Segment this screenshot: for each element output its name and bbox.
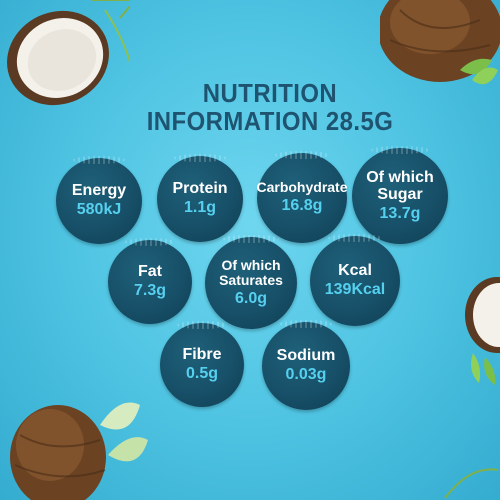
nutrient-sodium: Sodium 0.03g <box>262 320 350 410</box>
nutrient-carbohydrate: Carbohydrate 16.8g <box>256 151 348 243</box>
nutrient-kcal: Kcal 139Kcal <box>310 234 400 326</box>
nutrient-value: 7.3g <box>133 282 166 299</box>
nutrient-value: 0.03g <box>285 366 327 383</box>
page-title-line-2: INFORMATION 28.5G <box>146 106 394 136</box>
whole-coconut-image <box>380 0 500 85</box>
nutrient-label: Protein <box>172 180 228 197</box>
nutrient-label-line-2: Saturates <box>219 271 283 288</box>
nutrient-label-line-2: Sugar <box>377 185 423 203</box>
nutrient-label-line-1: Of which <box>221 256 281 273</box>
nutrient-fibre: Fibre 0.5g <box>160 321 244 407</box>
coconut-half-image <box>7 0 130 106</box>
page-title-line-1: NUTRITION <box>202 78 338 108</box>
nutrient-label: Carbohydrate <box>256 179 348 195</box>
nutrient-value: 139Kcal <box>324 281 386 298</box>
nutrient-fat: Fat 7.3g <box>108 238 192 324</box>
nutrient-value: 6.0g <box>234 289 267 307</box>
nutrient-value: 16.8g <box>281 197 323 214</box>
nutrient-label: Sodium <box>276 347 336 364</box>
coconut-half-image <box>465 277 500 385</box>
nutrient-energy: Energy 580kJ <box>56 156 142 244</box>
nutrient-label-line-1: Of which <box>366 168 434 186</box>
leaf-image <box>444 468 499 499</box>
nutrient-label: Energy <box>71 182 127 199</box>
nutrient-sugar: Of which Sugar 13.7g <box>352 146 448 244</box>
nutrient-label: Kcal <box>338 262 372 279</box>
nutrient-value: 13.7g <box>379 204 421 222</box>
nutrient-value: 580kJ <box>76 201 122 218</box>
nutrient-saturates: Of which Saturates 6.0g <box>205 235 297 329</box>
nutrient-label: Fat <box>138 263 162 280</box>
nutrient-label: Fibre <box>182 346 222 363</box>
nutrient-protein: Protein 1.1g <box>157 154 243 242</box>
nutrient-value: 0.5g <box>185 365 218 382</box>
nutrient-value: 1.1g <box>183 199 216 216</box>
whole-coconut-image <box>10 402 148 500</box>
